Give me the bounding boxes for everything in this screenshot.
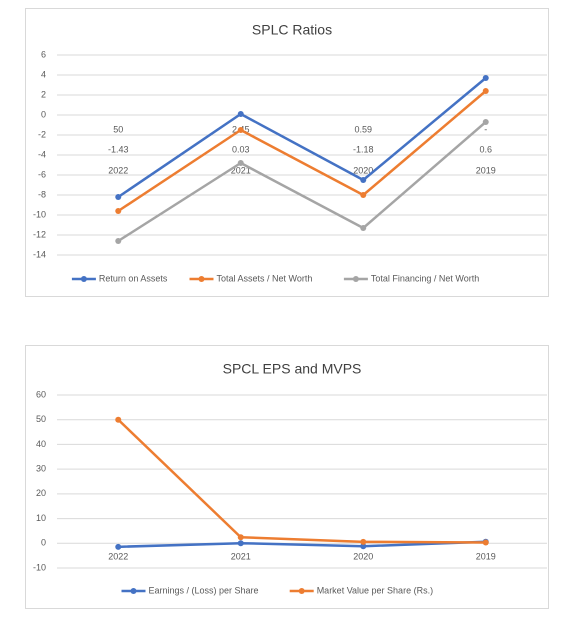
y-tick-label: 2: [41, 89, 46, 99]
legend-label: Total Assets / Net Worth: [217, 273, 313, 283]
legend-marker: [352, 276, 359, 282]
y-tick-label: 10: [36, 513, 46, 523]
category-sublabel: -1.18: [353, 144, 374, 154]
series-line: [117, 121, 487, 243]
series-line: [117, 418, 486, 544]
x-tick-label: 2019: [476, 165, 496, 175]
category-sublabel: 0.59: [354, 124, 372, 134]
y-tick-label: -10: [33, 209, 46, 219]
y-tick-label: 4: [41, 69, 46, 79]
data-point: [482, 75, 489, 81]
category-sublabel: 0.6: [479, 144, 492, 154]
chart-title: SPCL EPS and MVPS: [223, 361, 362, 377]
chart-frame: [25, 8, 549, 297]
y-tick-label: -14: [33, 249, 46, 259]
y-tick-label: 6: [41, 49, 46, 59]
y-tick-label: 50: [36, 414, 46, 424]
category-sublabel: 50: [113, 124, 123, 134]
y-tick-label: -10: [33, 562, 46, 572]
data-point: [237, 160, 244, 166]
y-tick-label: 0: [41, 538, 46, 548]
x-tick-label: 2021: [231, 165, 251, 175]
legend-marker: [298, 588, 305, 594]
legend-label: Return on Assets: [99, 273, 168, 283]
chart-title: SPLC Ratios: [252, 22, 332, 38]
legend-marker: [198, 276, 205, 282]
x-tick-label: 2021: [231, 551, 251, 561]
y-tick-label: -2: [38, 129, 46, 139]
x-tick-label: 2022: [108, 165, 128, 175]
data-point: [115, 238, 122, 244]
x-tick-label: 2020: [353, 551, 373, 561]
legend-label: Total Financing / Net Worth: [371, 273, 479, 283]
category-sublabel: 0.03: [232, 144, 250, 154]
y-tick-label: -6: [38, 169, 46, 179]
series-line: [117, 77, 487, 199]
x-tick-label: 2020: [353, 165, 373, 175]
y-tick-label: 30: [36, 464, 46, 474]
data-point: [237, 540, 244, 547]
legend-label: Earnings / (Loss) per Share: [149, 585, 259, 595]
data-point: [237, 111, 244, 117]
legend-marker: [130, 588, 137, 594]
data-point: [115, 543, 122, 550]
legend-label: Market Value per Share (Rs.): [317, 585, 433, 595]
series-line: [118, 540, 486, 549]
y-tick-label: 0: [41, 109, 46, 119]
data-point: [360, 192, 367, 198]
y-tick-label: 40: [36, 439, 46, 449]
category-sublabel: -1.43: [108, 144, 129, 154]
chart-frame: [25, 345, 549, 609]
data-point: [360, 225, 367, 231]
x-tick-label: 2019: [476, 551, 496, 561]
data-point: [482, 88, 489, 94]
data-point: [237, 534, 244, 541]
x-tick-label: 2022: [108, 551, 128, 561]
data-point: [482, 539, 489, 546]
data-point: [115, 208, 122, 214]
data-point: [360, 538, 367, 545]
y-tick-label: -4: [38, 149, 46, 159]
y-tick-label: 20: [36, 488, 46, 498]
data-point: [360, 177, 367, 183]
y-tick-label: 60: [36, 389, 46, 399]
legend-marker: [80, 276, 87, 282]
data-point: [115, 416, 122, 423]
data-point: [237, 127, 244, 133]
data-point: [482, 119, 489, 125]
data-point: [360, 543, 367, 550]
category-sublabel: -: [484, 124, 487, 134]
y-tick-label: -12: [33, 229, 46, 239]
series-line: [117, 90, 487, 213]
y-tick-label: -8: [38, 189, 46, 199]
data-point: [115, 194, 122, 200]
